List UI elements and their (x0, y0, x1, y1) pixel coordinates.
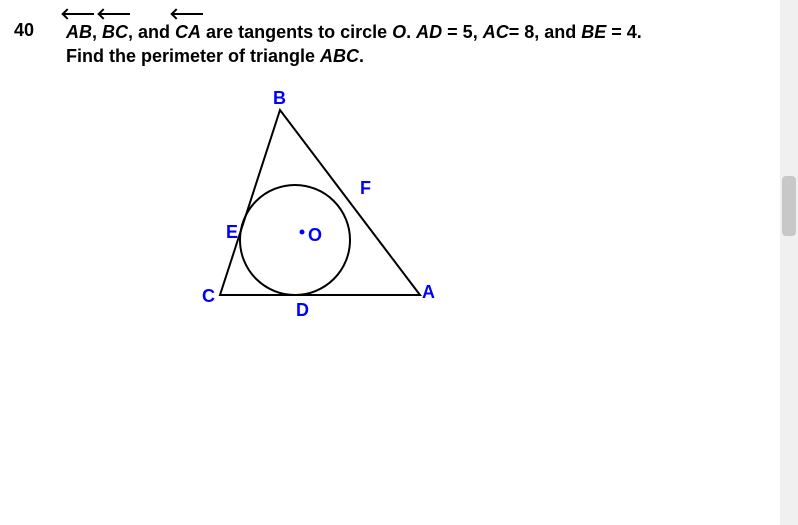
point-f-label: F (360, 178, 371, 199)
segment-ab-label: AB (66, 20, 92, 44)
page: 40 AB, BC, and CA are tangents to circle… (0, 0, 798, 525)
be-label: BE (581, 22, 606, 42)
point-b-label: B (273, 88, 286, 109)
text: = (442, 22, 463, 42)
text: . (637, 22, 642, 42)
figure-svg (210, 100, 490, 350)
be-value: 4 (627, 22, 637, 42)
point-d-label: D (296, 300, 309, 321)
ad-label: AD (416, 22, 442, 42)
problem-number: 40 (14, 20, 34, 41)
triangle-abc-label: ABC (320, 46, 359, 66)
circle-o-label: O (392, 22, 406, 42)
point-a-label: A (422, 282, 435, 303)
text: . (359, 46, 364, 66)
ac-value: 8 (524, 22, 534, 42)
point-o-label: O (308, 225, 322, 246)
scrollbar-thumb[interactable] (782, 176, 796, 236)
separator: , (128, 22, 138, 42)
problem-text: AB, BC, and CA are tangents to circle O.… (66, 20, 746, 69)
ac-label: AC (483, 22, 509, 42)
point-c-label: C (202, 286, 215, 307)
vertical-scrollbar[interactable] (780, 0, 798, 525)
text: = (509, 22, 525, 42)
segment-bc-label: BC (102, 20, 128, 44)
text: = (606, 22, 627, 42)
center-dot (300, 230, 305, 235)
text: and (138, 22, 175, 42)
segment-ca-label: CA (175, 20, 201, 44)
ad-value: 5 (463, 22, 473, 42)
text: , (473, 22, 483, 42)
incircle (240, 185, 350, 295)
point-e-label: E (226, 222, 238, 243)
text: , and (534, 22, 581, 42)
separator: , (92, 22, 102, 42)
text: . (406, 22, 416, 42)
triangle (220, 110, 420, 295)
geometry-figure: B C A D E F O (210, 100, 490, 350)
text: Find the perimeter of triangle (66, 46, 320, 66)
text: are tangents to circle (201, 22, 392, 42)
